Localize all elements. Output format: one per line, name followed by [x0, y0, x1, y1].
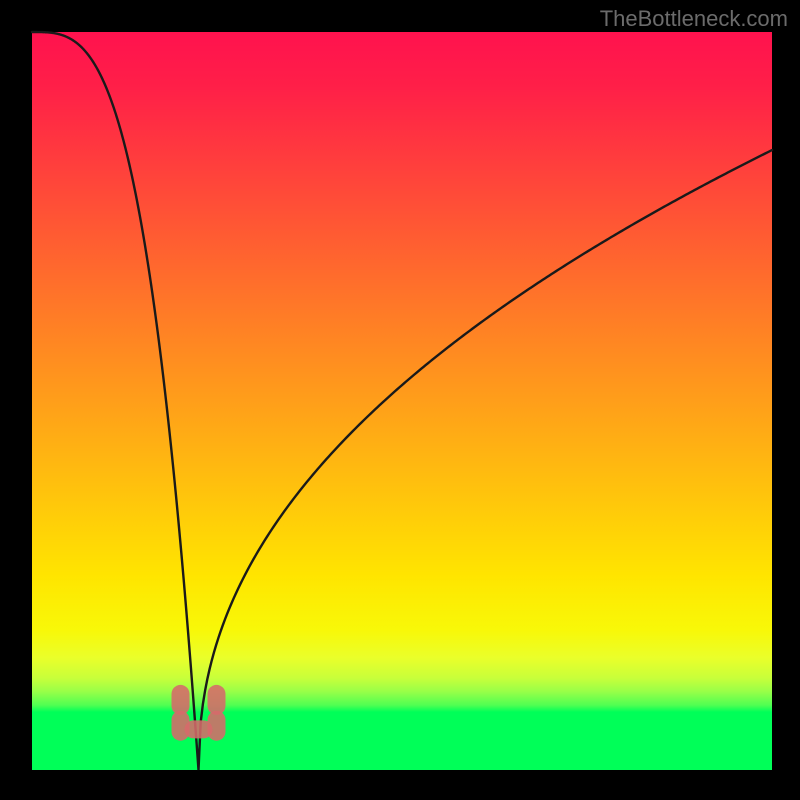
curve-marker: [185, 720, 213, 738]
curve-marker: [208, 685, 226, 715]
gradient-rect: [32, 32, 772, 712]
chart-svg: [0, 0, 800, 800]
watermark-text: TheBottleneck.com: [600, 6, 788, 32]
chart-container: TheBottleneck.com: [0, 0, 800, 800]
curve-marker: [172, 685, 190, 715]
